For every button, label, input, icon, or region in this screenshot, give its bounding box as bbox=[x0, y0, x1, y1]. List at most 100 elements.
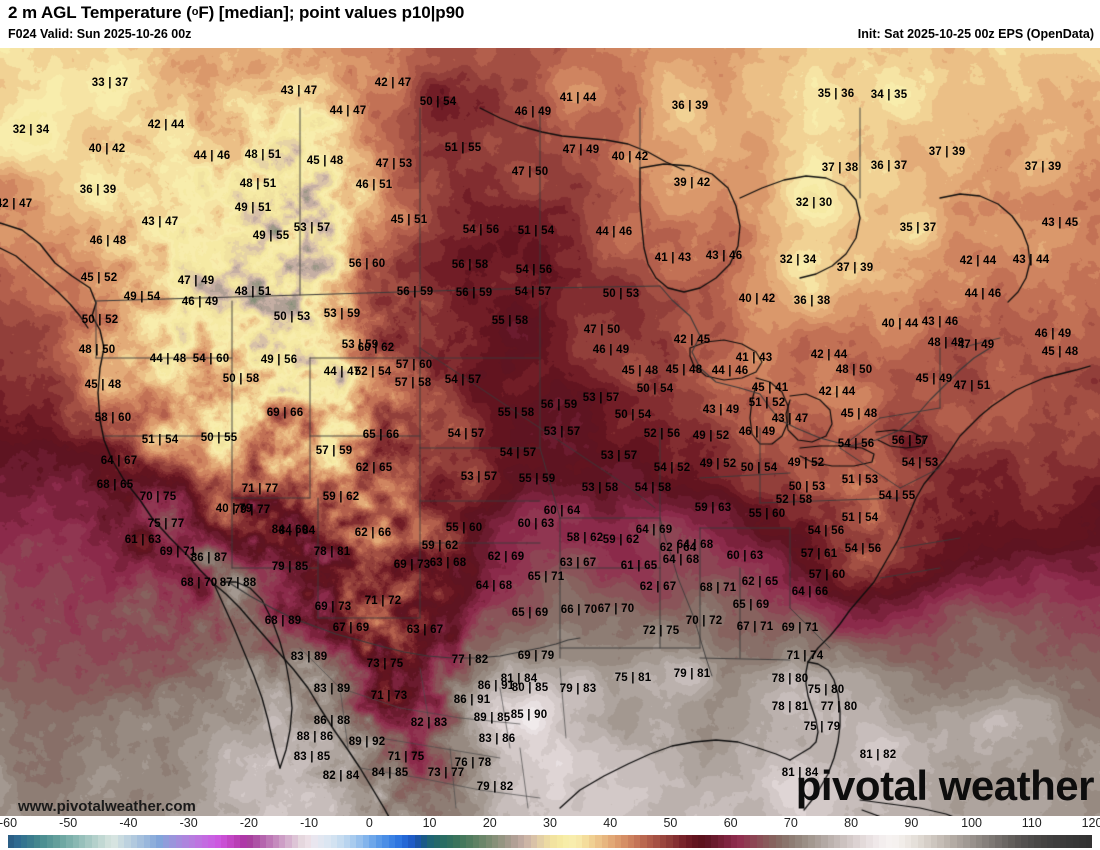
colorbar-swatch bbox=[388, 835, 396, 848]
map-point-value: 62 | 64 bbox=[659, 542, 697, 554]
colorbar-swatch bbox=[840, 835, 847, 848]
colorbar-swatch bbox=[1079, 835, 1086, 848]
map-point-value: 55 | 59 bbox=[518, 473, 556, 485]
map-point-value: 45 | 49 bbox=[915, 373, 953, 385]
map-point-value: 59 | 62 bbox=[322, 491, 360, 503]
map-point-value: 83 | 89 bbox=[313, 683, 351, 695]
map-point-value: 43 | 45 bbox=[1041, 217, 1079, 229]
map-point-value: 35 | 37 bbox=[899, 222, 937, 234]
map-point-value: 52 | 56 bbox=[643, 428, 681, 440]
map-point-value: 60 | 64 bbox=[543, 505, 581, 517]
map-point-value: 57 | 61 bbox=[800, 548, 838, 560]
map-point-value: 83 | 89 bbox=[290, 651, 328, 663]
map-point-value: 71 | 73 bbox=[370, 690, 408, 702]
map-point-value: 54 | 53 bbox=[901, 457, 939, 469]
map-point-value: 81 | 84 bbox=[500, 673, 538, 685]
map-point-value: 50 | 53 bbox=[602, 288, 640, 300]
colorbar-swatch bbox=[459, 835, 467, 848]
degree-symbol: o bbox=[191, 6, 199, 18]
colorbar-tick: 50 bbox=[663, 816, 678, 830]
map-point-value: 80 | 85 bbox=[511, 682, 549, 694]
colorbar-swatch bbox=[821, 835, 828, 848]
map-point-value: 51 | 52 bbox=[748, 397, 786, 409]
colorbar-swatch bbox=[834, 835, 841, 848]
map-point-value: 50 | 54 bbox=[614, 409, 652, 421]
colorbar-swatch bbox=[78, 835, 86, 848]
colorbar-swatch bbox=[446, 835, 454, 848]
map-point-value: 62 | 65 bbox=[741, 576, 779, 588]
colorbar-swatch bbox=[827, 835, 834, 848]
colorbar-swatch bbox=[582, 835, 589, 848]
colorbar-swatch bbox=[208, 835, 215, 848]
colorbar-swatch bbox=[737, 835, 744, 848]
map-point-value: 65 | 69 bbox=[732, 599, 770, 611]
colorbar-swatch bbox=[950, 835, 957, 848]
colorbar-swatch bbox=[601, 835, 609, 848]
colorbar-swatch bbox=[846, 835, 854, 848]
colorbar-swatch bbox=[537, 835, 544, 848]
map-point-value: 55 | 60 bbox=[748, 508, 786, 520]
colorbar-swatch bbox=[130, 835, 138, 848]
colorbar-swatch bbox=[982, 835, 989, 848]
map-point-value: 49 | 52 bbox=[787, 457, 825, 469]
colorbar-swatch bbox=[285, 835, 292, 848]
map-point-value: 64 | 69 bbox=[635, 524, 673, 536]
map-point-value: 54 | 55 bbox=[878, 490, 916, 502]
forecast-valid-time: F024 Valid: Sun 2025-10-26 00z bbox=[8, 27, 192, 41]
colorbar-swatch bbox=[885, 835, 893, 848]
map-point-value: 44 | 46 bbox=[193, 150, 231, 162]
colorbar-swatch bbox=[220, 835, 228, 848]
map-point-value: 43 | 46 bbox=[705, 250, 743, 262]
map-point-value: 44 | 46 bbox=[964, 288, 1002, 300]
map-point-value: 53 | 59 bbox=[341, 339, 379, 351]
colorbar-swatch bbox=[291, 835, 299, 848]
map-point-value: 67 | 70 bbox=[597, 603, 635, 615]
colorbar-swatch bbox=[188, 835, 196, 848]
colorbar-swatch bbox=[917, 835, 925, 848]
colorbar-swatch bbox=[395, 835, 402, 848]
colorbar-swatch bbox=[763, 835, 770, 848]
colorbar-swatch bbox=[879, 835, 886, 848]
colorbar-swatch bbox=[859, 835, 867, 848]
colorbar-swatch bbox=[453, 835, 460, 848]
map-point-value: 69 | 73 bbox=[393, 559, 431, 571]
map-point-value: 82 | 83 bbox=[410, 717, 448, 729]
map-point-value: 42 | 45 bbox=[673, 334, 711, 346]
colorbar-gradient bbox=[8, 835, 1093, 848]
map-point-value: 65 | 71 bbox=[527, 571, 565, 583]
map-point-value: 45 | 51 bbox=[390, 214, 428, 226]
colorbar-swatch bbox=[808, 835, 815, 848]
site-url-watermark: www.pivotalweather.com bbox=[18, 798, 196, 815]
map-point-value: 79 | 77 bbox=[233, 504, 271, 516]
map-point-value: 49 | 55 bbox=[252, 230, 290, 242]
map-point-value: 64 | 68 bbox=[676, 539, 714, 551]
colorbar-tick: 30 bbox=[543, 816, 557, 830]
colorbar-swatch bbox=[259, 835, 267, 848]
colorbar-swatch bbox=[1001, 835, 1009, 848]
colorbar-swatch bbox=[279, 835, 286, 848]
map-point-value: 54 | 57 bbox=[514, 286, 552, 298]
colorbar-swatch bbox=[556, 835, 563, 848]
map-point-value: 36 | 39 bbox=[79, 184, 117, 196]
map-point-value: 46 | 48 bbox=[89, 235, 127, 247]
colorbar-tick: -20 bbox=[239, 816, 258, 830]
colorbar-swatch bbox=[479, 835, 486, 848]
map-point-value: 59 | 62 bbox=[421, 540, 459, 552]
colorbar-swatch bbox=[569, 835, 576, 848]
map-point-value: 56 | 59 bbox=[455, 287, 493, 299]
map-point-value: 57 | 60 bbox=[395, 359, 433, 371]
page-title: 2 m AGL Temperature (oF) [median]; point… bbox=[8, 3, 464, 23]
map-point-value: 69 | 73 bbox=[314, 601, 352, 613]
colorbar-swatch bbox=[104, 835, 112, 848]
colorbar-swatch bbox=[272, 835, 280, 848]
colorbar-swatch bbox=[233, 835, 241, 848]
colorbar-swatch bbox=[169, 835, 176, 848]
temperature-map[interactable]: 33 | 37 32 | 34 42 | 44 40 | 42 43 | 47 36 | … bbox=[0, 48, 1100, 816]
model-init-time: Init: Sat 2025-10-25 00z EPS (OpenData) bbox=[857, 27, 1094, 41]
colorbar-tick: 40 bbox=[603, 816, 618, 830]
map-point-value: 63 | 67 bbox=[559, 557, 597, 569]
map-point-value: 37 | 39 bbox=[1024, 161, 1062, 173]
map-point-value: 54 | 56 bbox=[515, 264, 553, 276]
map-point-value: 48 | 50 bbox=[78, 344, 116, 356]
colorbar-swatch bbox=[937, 835, 944, 848]
